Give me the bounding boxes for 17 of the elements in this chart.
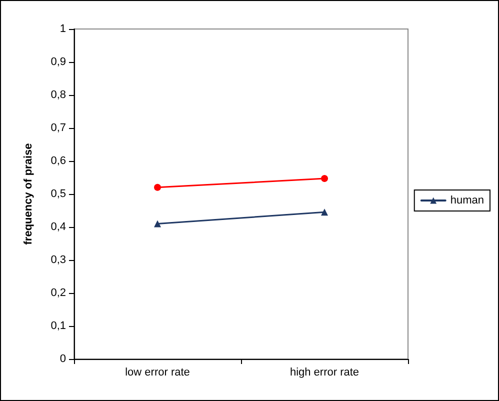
y-tick-label: 0,8 [50,89,66,101]
x-tick-label: high error rate [290,366,360,378]
y-tick-label: 0,5 [50,188,66,200]
point [321,174,328,182]
point [154,184,161,191]
x-tick-label: low error rate [125,366,190,378]
y-tick-label: 0,6 [50,155,66,167]
legend-label: human [450,194,484,206]
y-axis-title: frequency of praise [22,143,34,245]
y-tick-label: 0,9 [50,56,66,68]
y-tick-label: 0 [60,353,66,365]
y-tick-label: 0,4 [50,221,66,233]
y-tick-label: 0,3 [50,254,66,266]
y-tick-label: 1 [60,23,66,35]
y-tick-label: 0,7 [50,122,66,134]
y-tick-label: 0,2 [50,287,66,299]
y-tick-label: 0,1 [50,320,66,332]
